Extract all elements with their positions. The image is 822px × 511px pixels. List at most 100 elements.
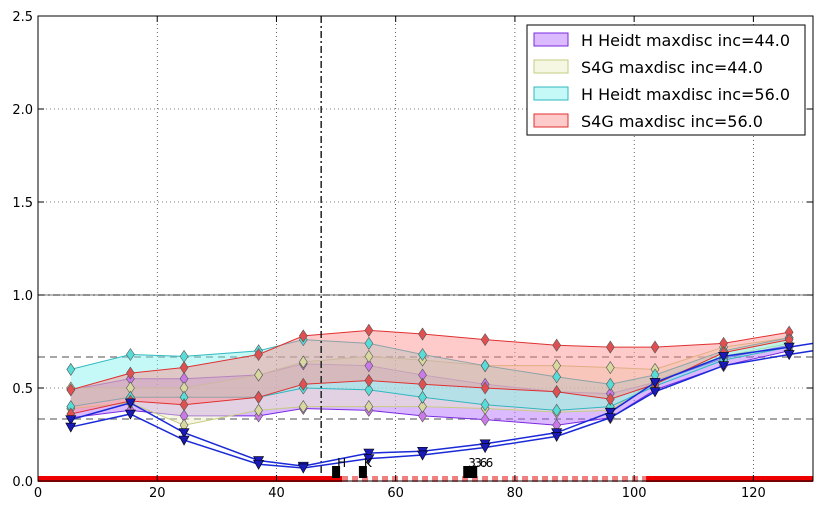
x-tick-label-2: 40 [268,486,285,501]
y-tick-label-3: 1.5 [12,196,33,211]
legend: H Heidt maxdisc inc=44.0 S4G maxdisc inc=… [526,24,806,136]
band-point-2-7-1 [480,398,490,412]
marker-1 [358,466,367,478]
marker-0 [332,466,341,478]
blue-point-1-8 [551,432,563,442]
blue-line-0 [70,342,814,467]
marker-label-3: 3.6 [474,456,493,470]
band-point-3-3-0 [254,347,263,362]
band-point-1-3-1 [254,403,263,417]
band-point-3-8-0 [552,338,562,352]
legend-label-3: S4G maxdisc inc=56.0 [581,112,763,131]
reference-lines [38,294,813,420]
blue-point-1-4 [297,463,309,474]
band-point-2-1-0 [126,347,135,362]
legend-swatch-1 [533,59,569,74]
band-point-1-3-0 [254,368,263,382]
y-tick-label-5: 2.5 [12,10,33,25]
band-point-3-1-0 [126,366,135,380]
x-tick-label-4: 80 [507,486,524,501]
band-point-2-7-0 [480,359,490,373]
band-point-1-5-0 [364,349,374,363]
blue-point-0-11 [718,352,730,362]
blue-point-1-1 [124,409,136,420]
band-point-3-3-1 [254,390,263,404]
band-point-3-10-0 [650,340,660,354]
x-tick-label-1: 20 [149,486,166,501]
band-point-2-6-0 [418,347,427,362]
band-point-0-6-1 [418,409,427,423]
band-point-3-0-0 [66,383,76,397]
blue-point-0-0 [65,415,77,426]
blue-point-1-12 [783,350,795,361]
band-point-3-9-1 [605,392,615,406]
band-point-1-4-1 [298,400,308,414]
blue-point-1-9 [604,413,616,424]
blue-point-0-10 [649,378,661,389]
marker-3 [469,466,478,478]
blue-point-0-2 [178,428,190,439]
x-tick-label-0: 0 [34,486,42,501]
markers: H K 3.63.6 [332,456,493,478]
band-point-0-5-0 [364,359,374,373]
band-point-2-9-0 [605,377,615,391]
band-point-3-7-1 [480,381,490,395]
blue-point-1-6 [417,450,429,461]
legend-swatch-0 [533,32,569,47]
marker-2 [463,466,472,478]
band-point-3-5-0 [364,323,374,337]
band-point-3-4-1 [298,377,308,391]
legend-label-0: H Heidt maxdisc inc=44.0 [581,31,790,50]
legend-label-1: S4G maxdisc inc=44.0 [581,58,763,77]
blue-point-0-9 [604,407,616,418]
axis-ticks: 0 20 40 60 80 100 120 0.0 0.5 1.0 1.5 2.0 2.5 [12,10,813,501]
legend-box [526,24,806,136]
band-point-3-5-1 [364,374,374,388]
band-point-3-6-1 [418,377,427,391]
blue-point-1-10 [649,387,661,398]
band-point-1-9-0 [605,360,615,375]
band-point-3-7-0 [480,333,490,347]
blue-line-1 [70,350,814,469]
band-point-3-4-0 [298,329,308,343]
blue-point-0-12 [783,342,795,353]
marker-label-1: K [364,456,373,470]
blue-point-1-3 [253,459,265,470]
x-tick-label-3: 60 [387,486,404,501]
blue-point-1-2 [178,435,190,446]
blue-point-0-5 [363,448,375,459]
band-point-2-8-1 [552,403,562,417]
band-point-3-8-1 [552,385,562,399]
band-point-1-5-1 [364,400,374,414]
blue-point-1-5 [363,454,375,465]
legend-swatch-2 [533,86,569,101]
blue-point-0-1 [124,398,136,409]
plot-frame [37,15,814,482]
blue-point-1-0 [65,422,77,433]
legend-swatch-3 [533,113,569,128]
band-point-2-5-0 [364,336,374,350]
band-point-3-2-0 [179,360,189,375]
blue-lines [65,342,814,474]
x-tick-label-6: 120 [741,486,766,501]
band-point-3-9-0 [605,340,615,354]
legend-label-2: H Heidt maxdisc inc=56.0 [581,85,790,104]
x-tick-label-5: 100 [622,486,647,501]
bands [66,16,794,481]
grid [38,16,813,481]
y-tick-label-2: 1.0 [12,289,33,304]
band-point-2-6-1 [418,390,427,404]
band-point-1-4-0 [298,355,308,369]
band-point-2-5-1 [364,383,374,397]
band-point-1-6-1 [418,400,427,414]
marker-label-0: H [337,456,346,470]
y-tick-label-0: 0.0 [12,475,33,490]
band-point-3-6-0 [418,327,427,341]
blue-point-1-7 [479,443,491,454]
band-point-0-7-1 [480,413,490,427]
y-tick-label-1: 0.5 [12,382,33,397]
band-point-2-0-0 [66,362,76,376]
band-point-3-2-1 [179,398,189,412]
y-tick-label-4: 2.0 [12,103,33,118]
